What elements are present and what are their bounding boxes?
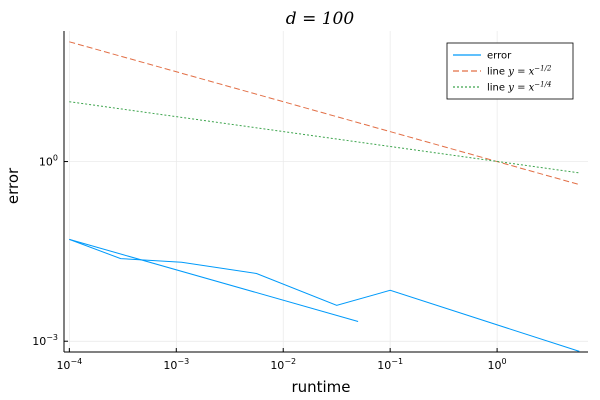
y-axis-label: error (4, 167, 22, 204)
x-tick-label-2: 10−2 (270, 357, 296, 372)
series-line-0 (69, 238, 580, 352)
plot-frame (63, 31, 588, 353)
chart-title: d = 100 (286, 9, 355, 29)
y-tick-label-1: 10−3 (32, 333, 58, 348)
legend: error line y = x−1/2 line y = x−1/4 (446, 42, 574, 100)
y-tick-label-0: 100 (39, 154, 58, 169)
grid (64, 31, 588, 352)
x-tick-label-0: 10−4 (56, 357, 82, 372)
series-line-0-branch (69, 238, 359, 322)
x-axis-label: runtime (291, 378, 350, 396)
series-layer (69, 41, 580, 352)
x-tick-label-3: 10−1 (377, 357, 403, 372)
x-tick-label-1: 10−3 (163, 357, 189, 372)
x-tick-label-4: 100 (488, 357, 507, 372)
legend-label-2: line y = x−1/4 (487, 81, 551, 94)
legend-label-0: error (487, 51, 512, 62)
ticks: 10−4 10−3 10−2 10−1 100 100 10−3 (32, 154, 506, 372)
series-line-2 (69, 101, 580, 174)
legend-label-1: line y = x−1/2 (487, 65, 552, 78)
